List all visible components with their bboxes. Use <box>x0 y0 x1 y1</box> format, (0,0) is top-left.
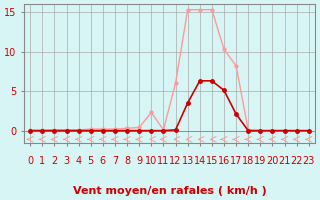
X-axis label: Vent moyen/en rafales ( km/h ): Vent moyen/en rafales ( km/h ) <box>73 186 266 196</box>
